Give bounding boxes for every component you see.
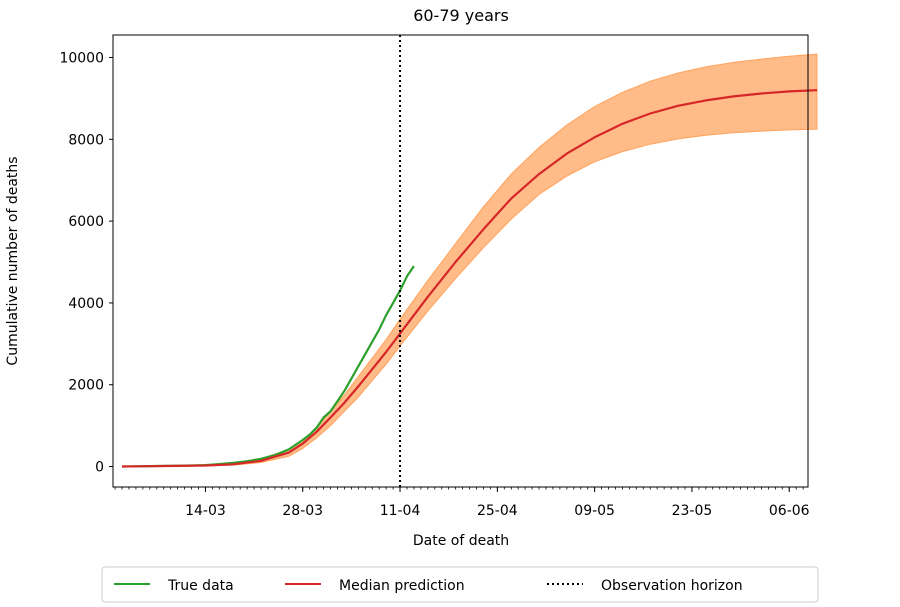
plot-area (121, 35, 818, 487)
series-line-median-prediction (121, 89, 818, 468)
x-tick-label: 09-05 (574, 503, 615, 519)
x-tick-label: 23-05 (672, 503, 713, 519)
legend: True data Median prediction Observation … (101, 566, 819, 603)
y-tick-label: 2000 (68, 378, 104, 394)
legend-box (101, 566, 819, 603)
plot-frame (112, 34, 809, 488)
y-axis: 0 2000 4000 6000 8000 10000 (59, 50, 113, 476)
legend-label-true-data: True data (167, 578, 234, 594)
x-tick-label: 28-03 (282, 503, 323, 519)
y-tick-label: 4000 (68, 296, 104, 312)
prediction-band (121, 53, 818, 467)
x-axis: 14-03 28-03 11-04 25-04 09-05 23-05 06-06 (114, 487, 810, 519)
y-tick-label: 6000 (68, 214, 104, 230)
x-axis-label: Date of death (413, 533, 509, 549)
x-tick-label: 11-04 (380, 503, 421, 519)
x-tick-label: 25-04 (477, 503, 518, 519)
y-tick-label: 0 (95, 460, 104, 476)
y-tick-label: 10000 (59, 50, 104, 66)
x-tick-label: 14-03 (185, 503, 226, 519)
legend-label-median-prediction: Median prediction (339, 578, 465, 594)
y-tick-label: 8000 (68, 132, 104, 148)
legend-label-observation-horizon: Observation horizon (601, 578, 743, 594)
chart-title: 60-79 years (413, 6, 509, 25)
y-axis-label: Cumulative number of deaths (5, 156, 21, 365)
x-tick-label: 06-06 (769, 503, 810, 519)
